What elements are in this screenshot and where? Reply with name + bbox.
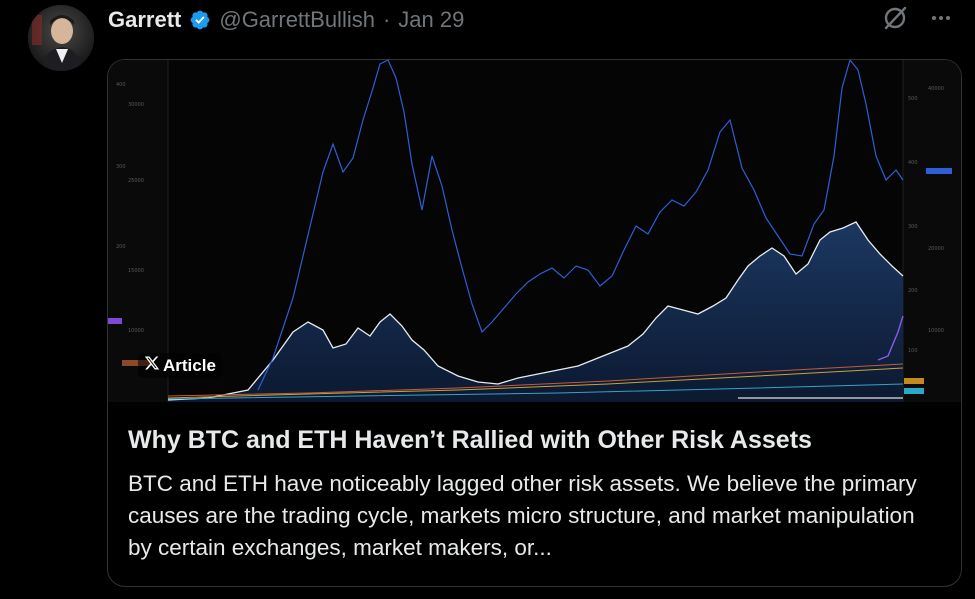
article-card[interactable]: 400 30000 300 25000 200 15000 10000 500 4000… [107,59,962,587]
x-logo-icon [144,355,160,376]
article-badge: Article [138,353,222,378]
svg-text:300: 300 [116,164,126,170]
cover-chart-graphic: 400 30000 300 25000 200 15000 10000 500 4000… [108,60,961,402]
article-badge-label: Article [163,355,216,375]
svg-text:10000: 10000 [928,328,944,334]
svg-text:500: 500 [908,96,918,102]
verified-badge-icon [189,9,211,31]
svg-text:300: 300 [908,224,918,230]
avatar-image [28,5,94,71]
grok-icon[interactable] [879,2,911,34]
svg-text:400: 400 [116,82,126,88]
svg-text:400: 400 [908,160,918,166]
article-cover-image: 400 30000 300 25000 200 15000 10000 500 4000… [108,60,961,402]
svg-text:200: 200 [116,244,126,250]
article-description: BTC and ETH have noticeably lagged other… [128,471,917,560]
svg-text:100: 100 [908,348,918,354]
tweet-date[interactable]: Jan 29 [398,7,465,32]
svg-text:15000: 15000 [128,268,144,274]
svg-text:30000: 30000 [128,102,144,108]
tweet-header: Garrett @GarrettBullish · Jan 29 [108,4,464,36]
svg-text:40000: 40000 [928,86,944,92]
svg-text:10000: 10000 [128,328,144,334]
separator-dot: · [382,7,391,32]
more-icon[interactable] [925,2,957,34]
svg-text:20000: 20000 [928,246,944,252]
author-handle[interactable]: @GarrettBullish [219,7,375,32]
tweet-actions [879,2,957,34]
svg-text:200: 200 [908,288,918,294]
avatar[interactable] [28,5,94,71]
article-title[interactable]: Why BTC and ETH Haven’t Rallied with Oth… [128,426,812,454]
svg-text:25000: 25000 [128,178,144,184]
author-name[interactable]: Garrett [108,7,182,32]
